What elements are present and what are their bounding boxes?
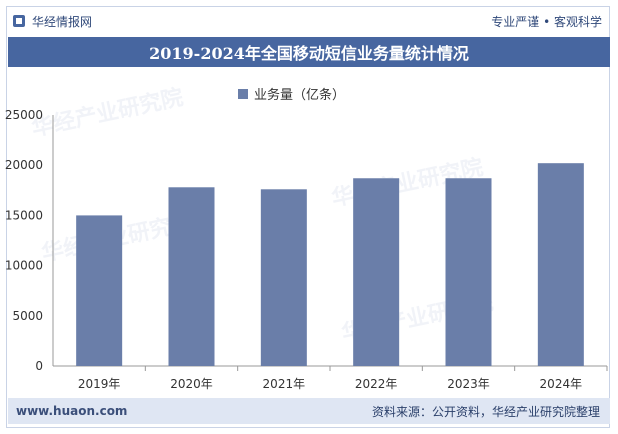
y-tick-label: 0 <box>35 359 43 373</box>
bar <box>353 178 400 366</box>
x-tick-label: 2023年 <box>447 377 490 391</box>
legend-label: 业务量（亿条） <box>254 88 346 103</box>
x-tick-label: 2022年 <box>355 377 398 391</box>
x-tick-label: 2019年 <box>78 377 121 391</box>
footer-source: 资料来源：公开资料，华经产业研究院整理 <box>371 404 600 419</box>
legend: 业务量（亿条） <box>238 84 345 103</box>
x-tick-label: 2020年 <box>170 377 213 391</box>
y-tick-label: 15000 <box>5 208 43 222</box>
header-bar: 华经情报网 专业严谨 • 客观科学 <box>8 8 610 34</box>
bar <box>537 163 584 366</box>
y-tick-label: 20000 <box>5 158 43 172</box>
footer-bar: www.huaon.com 资料来源：公开资料，华经产业研究院整理 <box>8 398 610 424</box>
legend-swatch <box>238 88 248 99</box>
tagline: 专业严谨 • 客观科学 <box>491 14 602 29</box>
y-tick-label: 25000 <box>5 108 43 122</box>
brand-logo-icon <box>13 15 25 27</box>
bar <box>168 187 215 366</box>
chart-title: 2019-2024年全国移动短信业务量统计情况 <box>8 37 610 67</box>
x-tick-label: 2021年 <box>263 377 306 391</box>
footer-website[interactable]: www.huaon.com <box>16 404 128 418</box>
y-tick-label: 5000 <box>12 309 43 323</box>
brand-name: 华经情报网 <box>32 14 93 29</box>
x-tick-label: 2024年 <box>540 377 583 391</box>
bar <box>76 215 123 366</box>
bar <box>445 178 492 366</box>
brand: 华经情报网 <box>8 13 92 30</box>
bar <box>260 189 307 366</box>
y-tick-label: 10000 <box>5 259 43 273</box>
